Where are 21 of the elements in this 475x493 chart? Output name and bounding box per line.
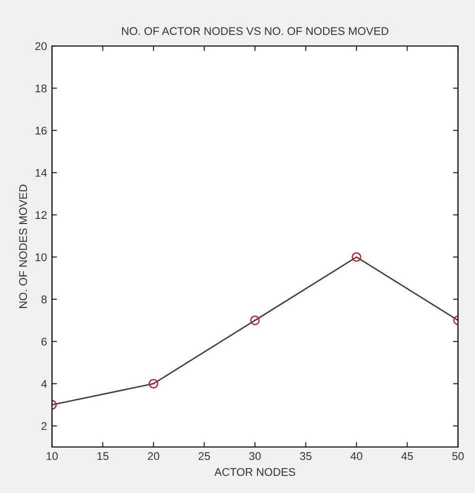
x-tick-label: 45	[401, 452, 413, 460]
x-tick-label: 20	[148, 452, 160, 460]
y-tick-label: 20	[35, 42, 47, 50]
y-axis-title: NO. OF NODES MOVED	[19, 184, 28, 308]
x-tick-label: 25	[198, 452, 210, 460]
y-tick-label: 10	[36, 253, 47, 262]
y-tick-label: 18	[36, 84, 47, 92]
chart-title: NO. OF ACTOR NODES VS NO. OF NODES MOVED	[122, 27, 388, 35]
x-tick-label: 40	[350, 452, 362, 460]
y-tick-label: 4	[41, 380, 47, 388]
y-tick-label: 14	[36, 169, 47, 177]
y-tick-label: 6	[42, 338, 47, 346]
y-tick-label: 12	[36, 211, 47, 219]
y-tick-label: 8	[41, 296, 47, 304]
x-tick-label: 35	[300, 452, 312, 460]
y-tick-label: 2	[42, 422, 47, 430]
x-tick-label: 15	[97, 452, 108, 460]
y-tick-label: 16	[36, 126, 47, 135]
x-axis-title: ACTOR NODES	[214, 468, 296, 476]
x-tick-label: 30	[249, 452, 261, 460]
x-tick-label: 50	[452, 452, 464, 460]
